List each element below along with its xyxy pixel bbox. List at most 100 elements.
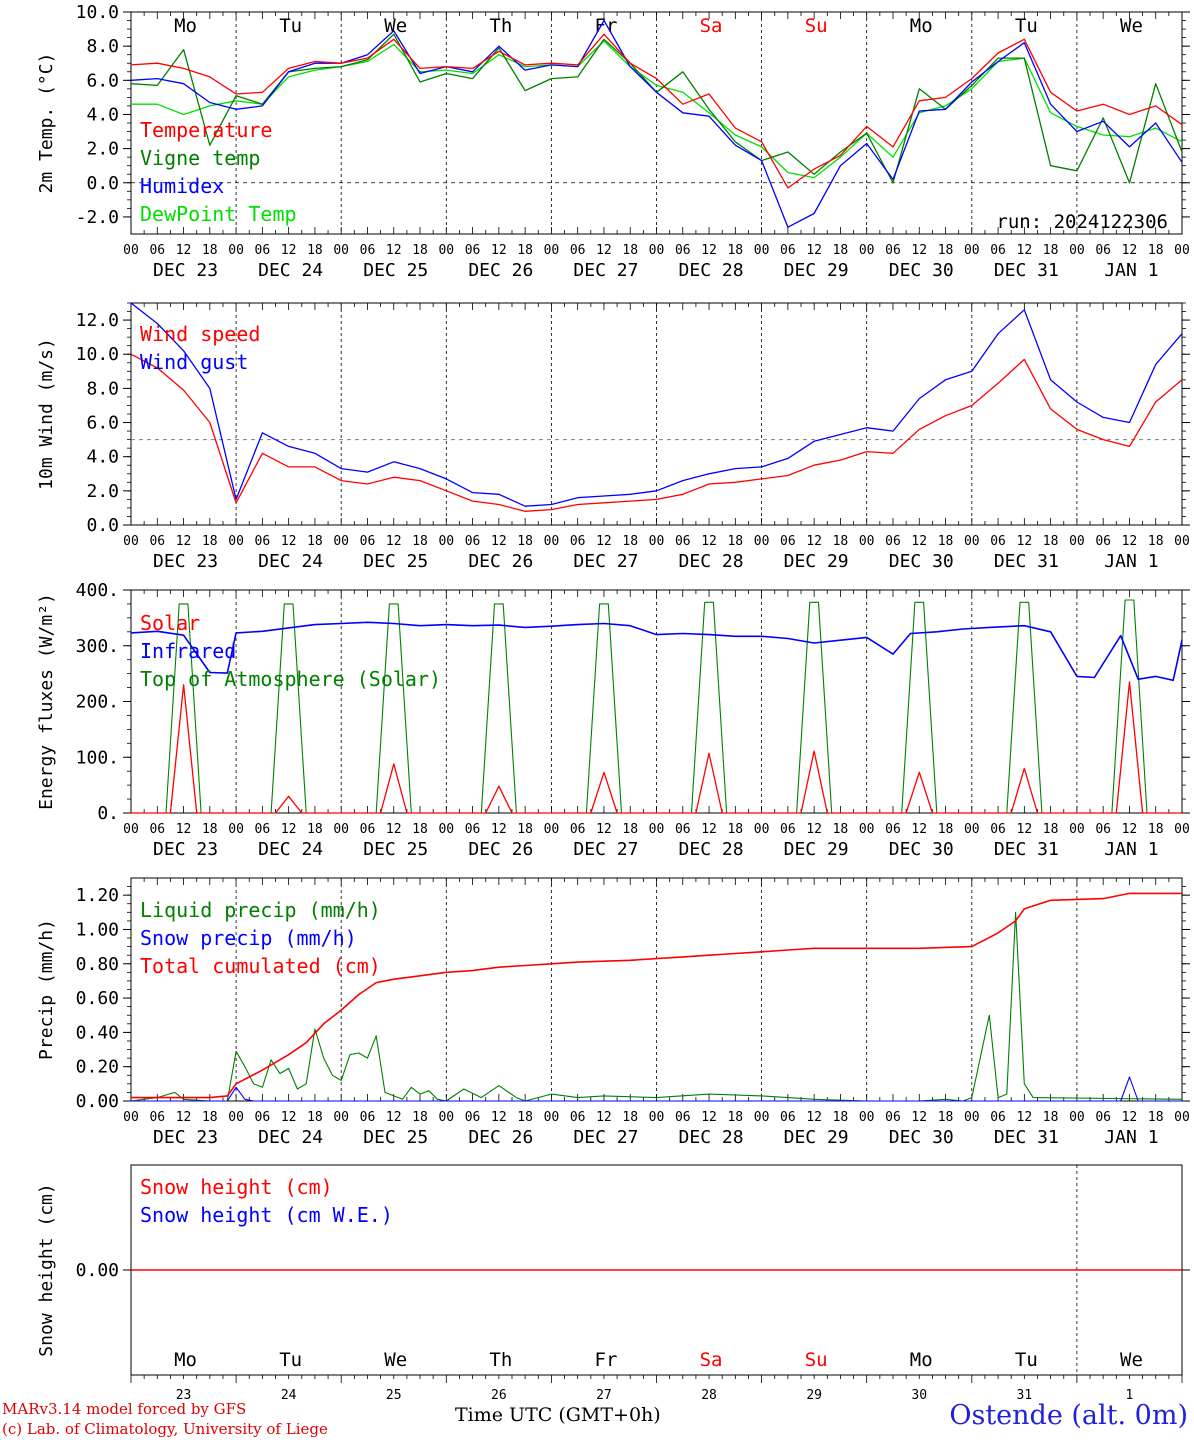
x-hour-label: 00	[859, 822, 875, 837]
legend-entry: Wind gust	[140, 350, 248, 374]
x-hour-label: 00	[859, 243, 875, 258]
x-hour-label: 06	[780, 534, 796, 549]
day-name-label: We	[384, 15, 407, 37]
x-hour-label: 06	[570, 1110, 586, 1125]
x-hour-label: 00	[438, 822, 454, 837]
x-date-label: DEC 31	[994, 1127, 1059, 1148]
series-line-humidex	[130, 19, 1183, 228]
x-hour-label: 00	[649, 243, 665, 258]
x-hour-label: 12	[701, 1110, 717, 1125]
x-date-label: DEC 24	[258, 260, 323, 281]
legend-entry: Snow height (cm)	[140, 1175, 333, 1199]
x-hour-label: 12	[911, 243, 927, 258]
day-name-label: We	[1120, 1349, 1143, 1371]
x-hour-label: 00	[123, 534, 139, 549]
legend-entry: Snow height (cm W.E.)	[140, 1203, 393, 1227]
series-line-wind-speed	[130, 353, 1183, 512]
y-tick-label: 0.00	[76, 1260, 119, 1281]
x-hour-label: 06	[675, 1110, 691, 1125]
x-hour-label: 06	[255, 243, 271, 258]
x-hour-label: 06	[255, 1110, 271, 1125]
x-hour-label: 06	[780, 1110, 796, 1125]
x-date-label: DEC 27	[573, 260, 638, 281]
x-date-label: DEC 29	[784, 260, 849, 281]
x-date-label: DEC 29	[784, 839, 849, 860]
x-hour-label: 06	[360, 243, 376, 258]
x-hour-label: 00	[228, 534, 244, 549]
series-line-dewpoint-temp	[131, 40, 1183, 179]
x-date-label: DEC 31	[994, 260, 1059, 281]
x-hour-label: 12	[491, 534, 507, 549]
x-hour-label: 12	[911, 822, 927, 837]
y-tick-label: 10.0	[76, 2, 119, 23]
x-hour-label: 12	[596, 243, 612, 258]
x-hour-label: 12	[911, 534, 927, 549]
y-tick-label: 2.0	[86, 139, 119, 160]
x-hour-label: 18	[833, 1110, 849, 1125]
day-name-label: Tu	[1015, 15, 1038, 37]
day-number-label: 31	[1017, 1388, 1033, 1403]
x-date-label: DEC 26	[468, 839, 533, 860]
y-tick-label: 12.0	[76, 310, 119, 331]
x-hour-label: 00	[333, 1110, 349, 1125]
x-hour-label: 12	[386, 822, 402, 837]
x-hour-label: 06	[149, 243, 165, 258]
day-number-label: 29	[806, 1388, 822, 1403]
day-number-label: 27	[596, 1388, 612, 1403]
x-hour-label: 12	[281, 534, 297, 549]
day-name-label: Fr	[595, 15, 618, 37]
y-tick-label: 2.0	[86, 481, 119, 502]
x-hour-label: 18	[938, 243, 954, 258]
x-date-label: DEC 27	[573, 551, 638, 572]
x-hour-label: 00	[754, 822, 770, 837]
y-tick-label: 400.	[76, 580, 119, 601]
x-hour-label: 18	[938, 1110, 954, 1125]
x-hour-label: 06	[1095, 822, 1111, 837]
x-date-label: DEC 26	[468, 551, 533, 572]
x-hour-label: 12	[701, 243, 717, 258]
x-hour-label: 06	[675, 243, 691, 258]
x-date-label: DEC 24	[258, 551, 323, 572]
x-hour-label: 00	[649, 822, 665, 837]
x-date-label: DEC 25	[363, 260, 428, 281]
x-hour-label: 12	[596, 534, 612, 549]
x-date-label: DEC 27	[573, 1127, 638, 1148]
x-hour-label: 00	[228, 243, 244, 258]
x-hour-label: 18	[833, 243, 849, 258]
x-date-label: JAN 1	[1104, 1127, 1158, 1148]
x-hour-label: 06	[675, 822, 691, 837]
time-axis-label: Time UTC (GMT+0h)	[455, 1404, 661, 1426]
x-hour-label: 12	[176, 243, 192, 258]
x-hour-label: 00	[438, 534, 454, 549]
x-hour-label: 06	[360, 822, 376, 837]
x-hour-label: 18	[938, 822, 954, 837]
x-date-label: DEC 28	[679, 839, 744, 860]
x-hour-label: 12	[281, 1110, 297, 1125]
x-hour-label: 18	[307, 822, 323, 837]
x-hour-label: 12	[176, 822, 192, 837]
day-name-label: Mo	[910, 1349, 933, 1371]
x-hour-label: 00	[123, 243, 139, 258]
x-hour-label: 00	[649, 534, 665, 549]
x-hour-label: 18	[412, 1110, 428, 1125]
x-date-label: DEC 24	[258, 839, 323, 860]
x-hour-label: 06	[465, 1110, 481, 1125]
x-hour-label: 00	[228, 1110, 244, 1125]
x-hour-label: 06	[360, 534, 376, 549]
x-hour-label: 06	[990, 243, 1006, 258]
model-line: MARv3.14 model forced by GFS	[2, 1400, 247, 1418]
x-hour-label: 00	[544, 534, 560, 549]
y-tick-label: 0.	[97, 803, 119, 824]
x-hour-label: 00	[544, 1110, 560, 1125]
day-name-label: Mo	[174, 15, 197, 37]
x-hour-label: 18	[727, 1110, 743, 1125]
y-tick-label: 0.00	[76, 1091, 119, 1112]
x-hour-label: 00	[123, 822, 139, 837]
legend-entry: Wind speed	[140, 322, 260, 346]
x-date-label: DEC 25	[363, 839, 428, 860]
y-tick-label: 0.60	[76, 988, 119, 1009]
day-number-label: 23	[176, 1388, 192, 1403]
x-hour-label: 00	[1069, 534, 1085, 549]
x-hour-label: 06	[570, 822, 586, 837]
y-tick-label: 1.20	[76, 885, 119, 906]
